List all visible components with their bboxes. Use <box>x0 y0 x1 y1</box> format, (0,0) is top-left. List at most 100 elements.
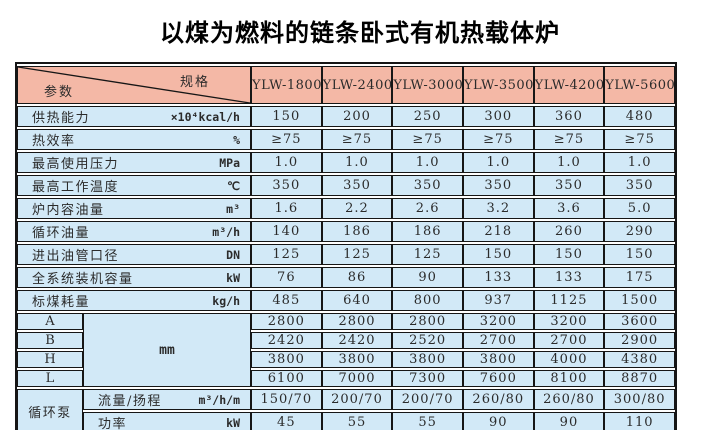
dim-row-A: A mm 2800 2800 2800 3200 3200 3600 <box>17 313 675 387</box>
row-label-cell: 最高工作温度 ℃ <box>17 175 251 196</box>
model-header: YLW-3500 <box>462 66 534 104</box>
value-cell: 3200 <box>462 313 534 330</box>
value-cell: 186 <box>321 221 393 242</box>
value-cell: 800 <box>392 290 463 311</box>
row-label-cell: 循环油量 m³/h <box>17 221 251 242</box>
pump-row-flow-head: 循环泵 流量/扬程 m³/h/m 150/70 200/70 200/70 260… <box>17 389 675 430</box>
dim-row-B: B 2420 2420 2520 2700 2700 2900 <box>17 332 675 349</box>
value-cell: 175 <box>604 267 675 288</box>
value-cell: 150/70 <box>251 389 322 410</box>
row-unit: kW <box>226 415 240 430</box>
value-cell: 350 <box>462 175 534 196</box>
value-cell: 1.0 <box>462 152 534 173</box>
pump-row-power: 功率 kW 45 55 55 90 90 110 <box>17 412 675 430</box>
row-unit: DN <box>226 247 240 262</box>
value-cell: 186 <box>392 221 463 242</box>
value-cell: 290 <box>604 221 675 242</box>
row-label: 循环油量 <box>32 226 91 241</box>
value-cell: ≥75 <box>462 129 534 150</box>
value-cell: 1500 <box>604 290 675 311</box>
value-cell: 133 <box>533 267 605 288</box>
value-cell: 140 <box>251 221 322 242</box>
row-unit: ×10⁴kcal/h <box>170 109 240 124</box>
value-cell: 3800 <box>392 351 463 368</box>
param-row-furnace-oil-volume: 炉内容油量 m³ 1.6 2.2 2.6 3.2 3.6 5.0 <box>17 198 675 219</box>
value-cell: 7600 <box>462 370 534 387</box>
model-header: YLW-2400 <box>321 66 393 104</box>
value-cell: 1.0 <box>392 152 463 173</box>
value-cell: 200/70 <box>392 389 463 410</box>
row-unit: MPa <box>219 155 240 170</box>
value-cell: 6100 <box>251 370 322 387</box>
value-cell: 2800 <box>251 313 322 330</box>
row-unit: m³/h <box>212 224 240 239</box>
row-label: 标煤耗量 <box>32 295 91 310</box>
model-header: YLW-4200 <box>533 66 605 104</box>
value-cell: 125 <box>392 244 463 265</box>
row-unit: ℃ <box>227 178 240 193</box>
value-cell: 133 <box>462 267 534 288</box>
value-cell: 1.0 <box>533 152 605 173</box>
value-cell: 300/80 <box>604 389 675 410</box>
value-cell: 260 <box>533 221 605 242</box>
spec-table: 规格 参数 YLW-1800 YLW-2400 YLW-3000 YLW-350… <box>15 62 677 430</box>
param-row-installed-capacity: 全系统装机容量 kW 76 86 90 133 133 175 <box>17 267 675 288</box>
value-cell: 110 <box>604 412 675 430</box>
value-cell: 150 <box>533 244 605 265</box>
value-cell: 1.0 <box>604 152 675 173</box>
value-cell: 4000 <box>533 351 605 368</box>
row-label: 功率 <box>98 417 128 430</box>
value-cell: 3600 <box>604 313 675 330</box>
value-cell: 3.2 <box>462 198 534 219</box>
param-row-coal-consumption: 标煤耗量 kg/h 485 640 800 937 1125 1500 <box>17 290 675 311</box>
value-cell: 150 <box>251 106 322 127</box>
value-cell: 2520 <box>392 332 463 349</box>
value-cell: 2900 <box>604 332 675 349</box>
model-header: YLW-5600 <box>604 66 675 104</box>
value-cell: 350 <box>251 175 322 196</box>
row-label: 流量/扬程 <box>98 394 162 409</box>
pump-label: 循环泵 <box>17 389 83 430</box>
row-label: 炉内容油量 <box>32 203 105 218</box>
value-cell: 5.0 <box>604 198 675 219</box>
value-cell: 200/70 <box>321 389 393 410</box>
value-cell: 150 <box>462 244 534 265</box>
dim-letter: B <box>17 332 83 349</box>
row-unit: m³ <box>226 201 240 216</box>
value-cell: 76 <box>251 267 322 288</box>
value-cell: 1.0 <box>321 152 393 173</box>
model-header: YLW-3000 <box>392 66 463 104</box>
value-cell: 260/80 <box>533 389 605 410</box>
model-header: YLW-1800 <box>251 66 322 104</box>
row-label: 供热能力 <box>32 111 91 126</box>
row-label-cell: 炉内容油量 m³ <box>17 198 251 219</box>
row-unit: kg/h <box>212 293 240 308</box>
value-cell: 1.0 <box>251 152 322 173</box>
diagonal-line <box>18 67 250 103</box>
value-cell: 300 <box>462 106 534 127</box>
value-cell: 218 <box>462 221 534 242</box>
value-cell: ≥75 <box>604 129 675 150</box>
value-cell: 1125 <box>533 290 605 311</box>
value-cell: 45 <box>251 412 322 430</box>
corner-cell: 规格 参数 <box>17 66 251 104</box>
param-row-circulating-oil-flow: 循环油量 m³/h 140 186 186 218 260 290 <box>17 221 675 242</box>
value-cell: 55 <box>392 412 463 430</box>
value-cell: 1.6 <box>251 198 322 219</box>
row-label-cell: 流量/扬程 m³/h/m <box>83 389 251 410</box>
value-cell: 3.6 <box>533 198 605 219</box>
value-cell: 90 <box>392 267 463 288</box>
dim-unit: mm <box>83 313 251 387</box>
value-cell: 86 <box>321 267 393 288</box>
value-cell: 90 <box>462 412 534 430</box>
value-cell: 7300 <box>392 370 463 387</box>
row-label: 最高工作温度 <box>32 180 120 195</box>
row-label: 热效率 <box>32 134 76 149</box>
row-label-cell: 全系统装机容量 kW <box>17 267 251 288</box>
param-row-max-pressure: 最高使用压力 MPa 1.0 1.0 1.0 1.0 1.0 1.0 <box>17 152 675 173</box>
header-row: 规格 参数 YLW-1800 YLW-2400 YLW-3000 YLW-350… <box>17 66 675 104</box>
value-cell: ≥75 <box>251 129 322 150</box>
value-cell: 2.2 <box>321 198 393 219</box>
param-row-max-temperature: 最高工作温度 ℃ 350 350 350 350 350 350 <box>17 175 675 196</box>
